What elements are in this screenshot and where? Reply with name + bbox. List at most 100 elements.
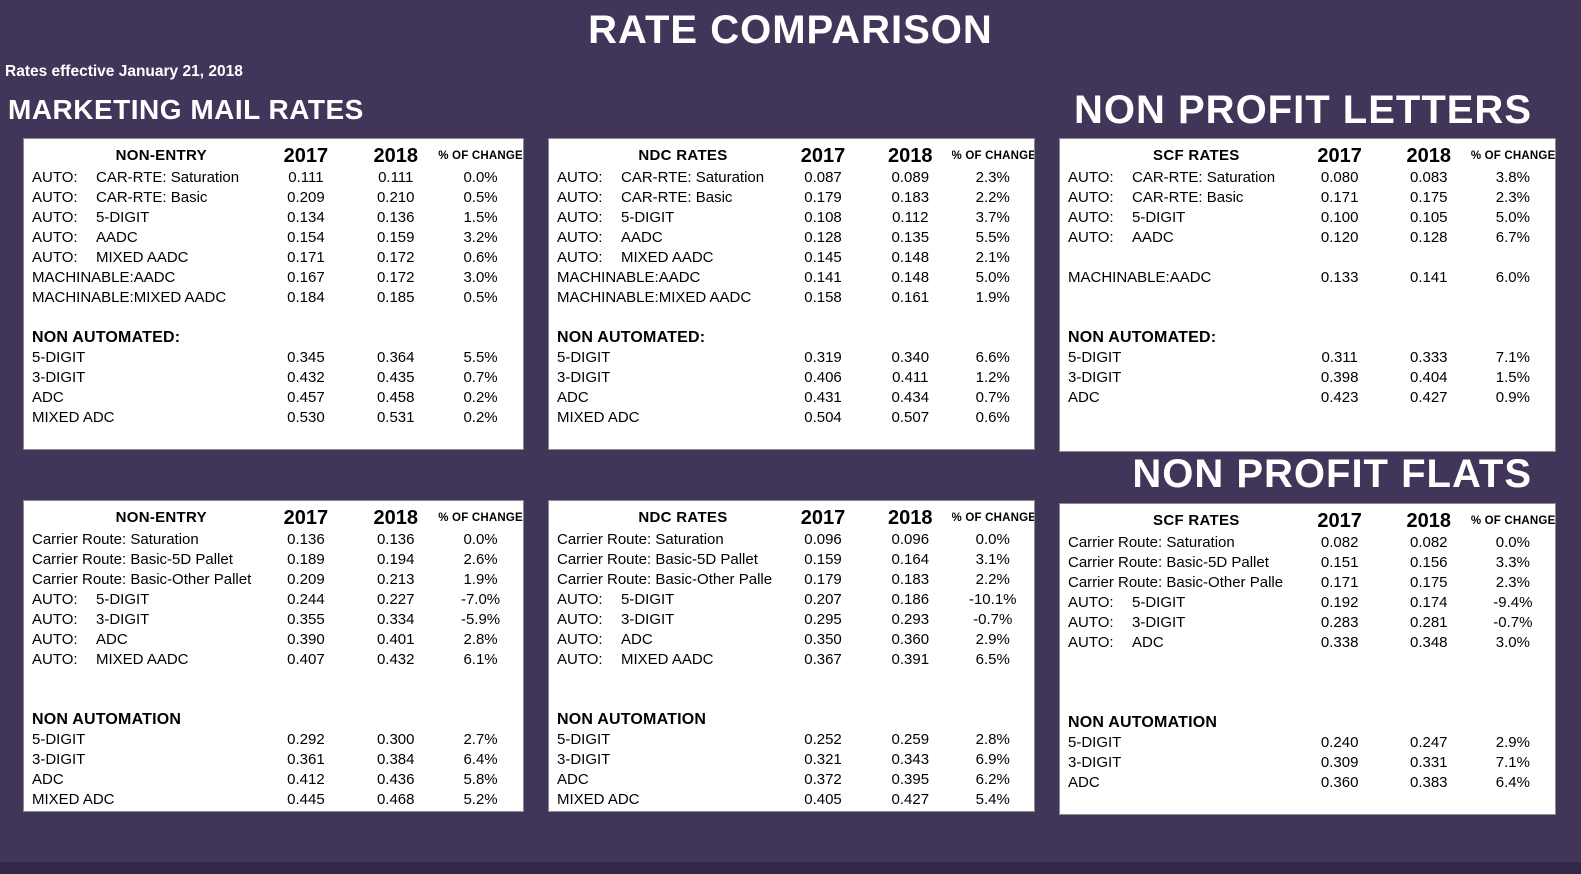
rate-change-cell: 7.1% [1495, 349, 1530, 366]
rate-category-label: MIXED ADC [32, 791, 115, 808]
rate-2017-cell: 0.087 [804, 169, 842, 186]
rate-category-label: AADC [1132, 229, 1174, 246]
rate-category-cell: 3-DIGIT [549, 750, 777, 770]
rate-change-cell: -9.4% [1493, 594, 1533, 611]
blank-row [24, 308, 523, 328]
rate-2018-cell: 0.259 [891, 731, 930, 748]
section-header-label: NON AUTOMATION [557, 711, 707, 728]
rate-2018-cell: 0.333 [1409, 349, 1448, 366]
table-row: 3-DIGIT 0.432 0.435 0.7% [24, 368, 523, 388]
column-header-2017: 2017 [283, 507, 329, 529]
table-row: AUTO: CAR-RTE: Saturation 0.111 0.111 0.0% [24, 168, 523, 188]
blank-row [1060, 693, 1555, 713]
rate-2018-cell: 0.082 [1409, 534, 1448, 551]
rate-2018-cell: 0.135 [891, 229, 930, 246]
rate-category-prefix: MACHINABLE: [557, 289, 659, 306]
section-header-row: NON AUTOMATED: [1060, 328, 1555, 348]
rate-category-prefix: AUTO: [32, 611, 78, 628]
rate-2017-cell: 0.292 [287, 731, 325, 748]
rate-category-label: 3-DIGIT [621, 611, 675, 628]
rate-change-cell: 3.2% [463, 229, 498, 246]
rate-category-prefix: AUTO: [1068, 209, 1114, 226]
rate-2017-cell: 0.321 [804, 751, 842, 768]
rate-category-label: Carrier Route: Saturation [1068, 534, 1235, 551]
column-header-category: SCF RATES [1153, 512, 1240, 529]
table-header-row: SCF RATES 2017 2018 % OF CHANGE [1060, 144, 1555, 168]
rate-category-cell: AUTO: ADC [24, 630, 259, 650]
rate-category-cell: AUTO: CAR-RTE: Saturation [1060, 168, 1293, 188]
rate-category-label: Carrier Route: Basic-Other Pallet [32, 571, 252, 588]
rate-category-label: MIXED AADC [658, 289, 752, 306]
rate-category-cell: ADC [24, 770, 259, 790]
section-header-label: NON AUTOMATED: [557, 329, 706, 346]
rate-2017-cell: 0.283 [1320, 614, 1359, 631]
rate-2018-cell: 0.383 [1409, 774, 1448, 791]
rate-2018-cell: 0.111 [378, 169, 414, 186]
table-header-row: NDC RATES 2017 2018 % OF CHANGE [549, 144, 1034, 168]
rate-change-cell: 6.0% [1495, 269, 1530, 286]
rate-category-cell: ADC [1060, 773, 1293, 793]
rate-2018-cell: 0.136 [376, 531, 415, 548]
column-header-2017: 2017 [800, 507, 846, 529]
rate-change-cell: 2.3% [975, 169, 1010, 186]
column-header-2017: 2017 [800, 145, 846, 167]
rate-category-prefix: AUTO: [1068, 594, 1114, 611]
rate-category-cell: Carrier Route: Saturation [24, 530, 259, 550]
rate-2017-cell: 0.128 [804, 229, 842, 246]
column-header-2018: 2018 [1406, 510, 1452, 532]
rate-category-cell: AUTO: 3-DIGIT [1060, 613, 1293, 633]
rate-2017-cell: 0.406 [804, 369, 842, 386]
blank-row [549, 308, 1034, 328]
rate-category-label: AADC [621, 229, 663, 246]
rate-category-prefix: AUTO: [32, 229, 78, 246]
rate-category-cell: AUTO: MIXED AADC [549, 650, 777, 670]
rate-category-prefix: MACHINABLE: [1068, 269, 1170, 286]
rate-category-cell: AUTO: 3-DIGIT [24, 610, 259, 630]
table-row: AUTO: 3-DIGIT 0.295 0.293 -0.7% [549, 610, 1034, 630]
rate-2018-cell: 0.281 [1409, 614, 1448, 631]
rate-category-prefix: AUTO: [32, 169, 78, 186]
rate-2018-cell: 0.435 [376, 369, 415, 386]
rate-change-cell: 2.6% [463, 551, 498, 568]
table-row: AUTO: MIXED AADC 0.145 0.148 2.1% [549, 248, 1034, 268]
rate-category-label: AADC [133, 269, 176, 286]
rate-change-cell: 1.5% [463, 209, 498, 226]
rate-category-label: MIXED AADC [621, 249, 714, 266]
table-row: Carrier Route: Saturation 0.082 0.082 0.0% [1060, 533, 1555, 553]
rate-2017-cell: 0.120 [1320, 229, 1359, 246]
column-header-2018: 2018 [373, 507, 418, 529]
rate-2018-cell: 0.194 [376, 551, 415, 568]
rate-category-label: 5-DIGIT [1132, 209, 1186, 226]
rate-2018-cell: 0.175 [1409, 189, 1448, 206]
rate-category-label: Carrier Route: Basic-5D Pallet [32, 551, 233, 568]
column-header-category: SCF RATES [1153, 147, 1240, 164]
table-row: Carrier Route: Basic-Other Palle 0.179 0.1… [549, 570, 1034, 590]
rate-category-cell: AUTO: AADC [24, 228, 259, 248]
rate-2018-cell: 0.105 [1409, 209, 1448, 226]
rate-change-cell: 1.2% [975, 369, 1010, 386]
rate-2018-cell: 0.175 [1409, 574, 1448, 591]
rate-change-cell: 0.5% [463, 289, 498, 306]
table-row: AUTO: CAR-RTE: Saturation 0.080 0.083 3.8% [1060, 168, 1555, 188]
rate-category-label: 5-DIGIT [621, 591, 675, 608]
table-row: AUTO: ADC 0.390 0.401 2.8% [24, 630, 523, 650]
rate-change-cell: 2.9% [975, 631, 1010, 648]
rate-category-label: ADC [1068, 389, 1100, 406]
rate-2018-cell: 0.172 [376, 269, 415, 286]
rate-2017-cell: 0.311 [1321, 349, 1358, 366]
rate-change-cell: 0.2% [463, 409, 498, 426]
rate-category-cell: MIXED ADC [24, 790, 259, 810]
rate-category-cell: AUTO: CAR-RTE: Saturation [24, 168, 259, 188]
table-row: MACHINABLE: AADC 0.167 0.172 3.0% [24, 268, 523, 288]
rate-change-cell: 6.7% [1495, 229, 1530, 246]
rate-category-prefix: AUTO: [32, 631, 78, 648]
rate-category-cell: AUTO: 5-DIGIT [24, 208, 259, 228]
rate-2018-cell: 0.210 [376, 189, 415, 206]
rate-change-cell: 3.1% [975, 551, 1010, 568]
rate-table-marketing-letters-ndc: NDC RATES 2017 2018 % OF CHANGE AUTO: CAR-RTE… [548, 138, 1035, 450]
rate-category-label: MIXED AADC [96, 651, 189, 668]
rate-2017-cell: 0.319 [804, 349, 842, 366]
rate-2018-cell: 0.391 [891, 651, 930, 668]
section-header-label: NON AUTOMATION [32, 711, 182, 728]
rate-category-cell: AUTO: CAR-RTE: Basic [549, 188, 777, 208]
